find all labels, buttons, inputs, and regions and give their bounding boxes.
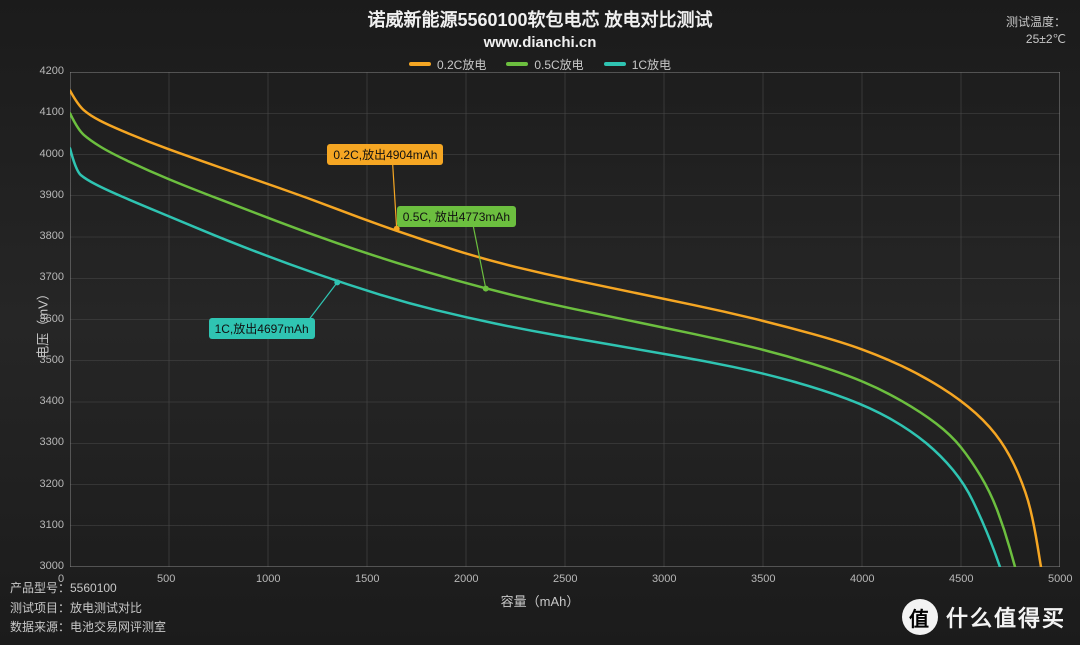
footer-line: 数据来源：电池交易网评测室 — [10, 618, 166, 637]
legend-item: 1C放电 — [604, 56, 671, 73]
y-tick-label: 3600 — [40, 313, 64, 325]
y-tick-label: 3100 — [40, 519, 64, 531]
series-line — [70, 113, 1015, 567]
legend-label: 0.2C放电 — [437, 56, 486, 73]
chart-title: 诺威新能源5560100软包电芯 放电对比测试 — [0, 6, 1080, 32]
legend-item: 0.5C放电 — [506, 56, 583, 73]
legend-item: 0.2C放电 — [409, 56, 486, 73]
test-temperature-note: 测试温度： 25±2℃ — [1006, 14, 1066, 48]
chart-title-block: 诺威新能源5560100软包电芯 放电对比测试 www.dianchi.cn — [0, 0, 1080, 51]
x-tick-label: 1500 — [355, 573, 379, 585]
y-tick-label: 3800 — [40, 230, 64, 242]
series-annotation: 0.5C, 放出4773mAh — [397, 206, 516, 227]
x-tick-label: 5000 — [1048, 573, 1072, 585]
x-tick-label: 0 — [58, 573, 64, 585]
y-tick-label: 3200 — [40, 478, 64, 490]
x-tick-label: 4000 — [850, 573, 874, 585]
chart-metadata-footer: 产品型号：5560100测试项目：放电测试对比数据来源：电池交易网评测室 — [10, 579, 166, 637]
footer-line: 产品型号：5560100 — [10, 579, 166, 598]
x-tick-label: 1000 — [256, 573, 280, 585]
y-tick-label: 4100 — [40, 106, 64, 118]
temperature-label: 测试温度： — [1006, 14, 1066, 31]
legend-label: 1C放电 — [632, 56, 671, 73]
x-tick-label: 4500 — [949, 573, 973, 585]
legend-swatch-icon — [409, 62, 431, 66]
x-tick-label: 3500 — [751, 573, 775, 585]
legend-swatch-icon — [604, 62, 626, 66]
watermark-badge-icon: 值 — [902, 599, 938, 635]
watermark: 值 什么值得买 — [902, 599, 1066, 635]
y-tick-label: 4200 — [40, 65, 64, 77]
watermark-text: 什么值得买 — [946, 601, 1066, 633]
y-tick-label: 4000 — [40, 148, 64, 160]
x-tick-label: 2500 — [553, 573, 577, 585]
chart-subtitle: www.dianchi.cn — [0, 34, 1080, 51]
legend-label: 0.5C放电 — [534, 56, 583, 73]
x-tick-label: 2000 — [454, 573, 478, 585]
series-line — [70, 148, 1000, 567]
series-annotation: 1C,放出4697mAh — [209, 318, 315, 339]
y-tick-label: 3000 — [40, 560, 64, 572]
series-annotation: 0.2C,放出4904mAh — [327, 144, 443, 165]
chart-legend: 0.2C放电 0.5C放电 1C放电 — [0, 55, 1080, 73]
legend-swatch-icon — [506, 62, 528, 66]
y-tick-label: 3900 — [40, 189, 64, 201]
x-tick-label: 500 — [157, 573, 175, 585]
y-tick-label: 3700 — [40, 271, 64, 283]
footer-line: 测试项目：放电测试对比 — [10, 599, 166, 618]
y-tick-label: 3400 — [40, 395, 64, 407]
y-tick-label: 3500 — [40, 354, 64, 366]
y-tick-label: 3300 — [40, 436, 64, 448]
temperature-value: 25±2℃ — [1006, 31, 1066, 48]
x-tick-label: 3000 — [652, 573, 676, 585]
